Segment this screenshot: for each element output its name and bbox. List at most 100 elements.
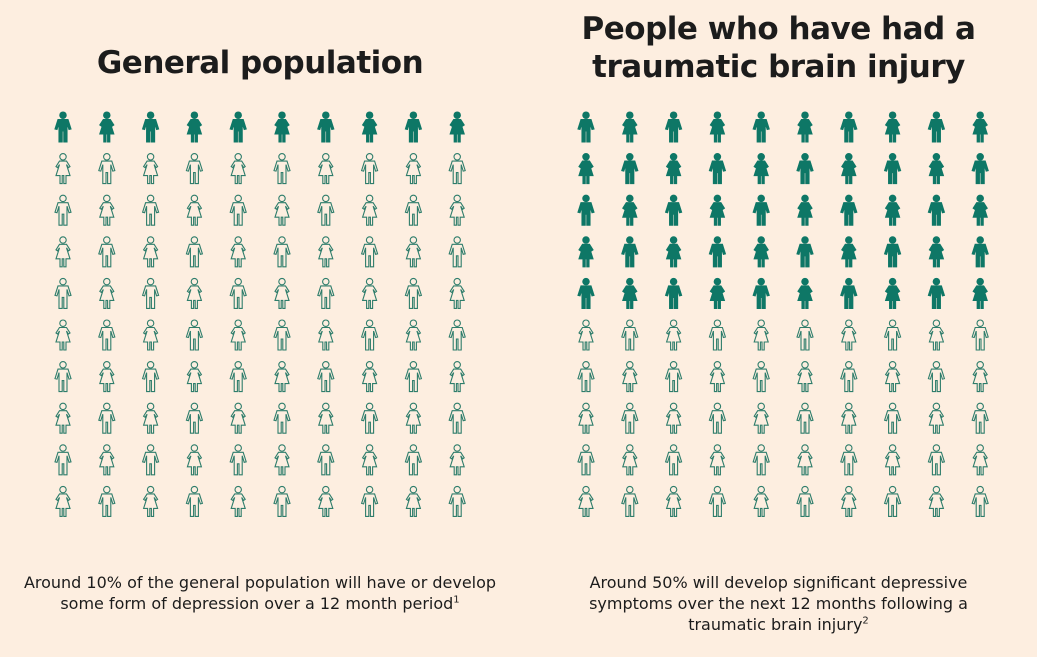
- person-icon: [841, 485, 857, 517]
- person-icon-highlighted: [883, 236, 902, 268]
- person-icon-highlighted: [709, 277, 726, 309]
- person-icon: [360, 485, 379, 517]
- person-icon-highlighted: [577, 111, 595, 143]
- footnote-2: 2: [862, 615, 869, 627]
- person-icon-highlighted: [229, 111, 247, 143]
- person-icon: [141, 361, 160, 393]
- person-icon-highlighted: [708, 153, 727, 185]
- person-icon: [185, 319, 204, 351]
- person-icon-highlighted: [883, 153, 902, 185]
- person-icon: [709, 361, 726, 393]
- person-icon: [142, 153, 159, 185]
- tbi-caption: Around 50% will develop significant depr…: [520, 572, 1037, 635]
- person-icon: [840, 361, 858, 393]
- person-icon: [230, 236, 246, 268]
- person-icon: [753, 485, 769, 517]
- person-icon-highlighted: [621, 236, 639, 268]
- person-icon: [55, 485, 71, 517]
- person-icon: [230, 485, 246, 517]
- person-icon: [883, 402, 902, 434]
- person-icon-highlighted: [186, 111, 203, 143]
- person-icon-highlighted: [752, 277, 770, 309]
- person-icon-highlighted: [797, 277, 813, 309]
- person-icon: [360, 402, 379, 434]
- person-icon: [708, 402, 727, 434]
- person-icon: [360, 153, 379, 185]
- person-icon: [274, 277, 290, 309]
- person-icon: [405, 485, 422, 517]
- person-icon: [317, 444, 335, 476]
- person-icon-highlighted: [709, 111, 726, 143]
- tbi-title: People who have had a traumatic brain in…: [581, 11, 976, 85]
- person-icon-highlighted: [752, 194, 770, 226]
- person-icon: [98, 402, 116, 434]
- person-icon-highlighted: [449, 111, 465, 143]
- person-icon: [318, 402, 334, 434]
- person-icon: [274, 361, 290, 393]
- person-icon: [404, 444, 423, 476]
- person-icon: [98, 485, 116, 517]
- person-icon: [54, 194, 72, 226]
- person-icon: [621, 319, 639, 351]
- person-icon: [360, 236, 379, 268]
- person-icon: [142, 236, 159, 268]
- person-icon: [927, 444, 946, 476]
- person-icon-highlighted: [928, 236, 945, 268]
- person-icon: [361, 361, 378, 393]
- person-icon: [709, 444, 726, 476]
- person-icon: [55, 153, 71, 185]
- person-icon: [141, 194, 160, 226]
- person-icon-highlighted: [753, 153, 769, 185]
- person-icon: [318, 319, 334, 351]
- person-icon: [664, 361, 683, 393]
- person-icon-highlighted: [796, 236, 814, 268]
- person-icon: [841, 319, 857, 351]
- person-icon: [186, 277, 203, 309]
- person-icon: [404, 277, 423, 309]
- person-icon: [928, 485, 945, 517]
- person-icon: [448, 402, 466, 434]
- person-icon-highlighted: [840, 194, 858, 226]
- person-icon: [185, 236, 204, 268]
- person-icon: [98, 236, 116, 268]
- person-icon: [99, 194, 115, 226]
- person-icon: [317, 277, 335, 309]
- person-icon: [404, 194, 423, 226]
- person-icon: [273, 485, 291, 517]
- person-icon-highlighted: [54, 111, 72, 143]
- person-icon: [274, 444, 290, 476]
- person-icon-highlighted: [971, 236, 989, 268]
- person-icon: [884, 444, 901, 476]
- person-icon: [448, 319, 466, 351]
- person-icon-highlighted: [884, 194, 901, 226]
- person-icon: [186, 194, 203, 226]
- person-icon: [708, 485, 727, 517]
- person-icon: [622, 361, 638, 393]
- person-icon: [141, 277, 160, 309]
- person-icon-highlighted: [578, 236, 594, 268]
- person-icon: [55, 402, 71, 434]
- person-icon: [883, 319, 902, 351]
- person-icon: [274, 194, 290, 226]
- person-icon: [621, 402, 639, 434]
- person-icon: [99, 361, 115, 393]
- person-icon: [230, 153, 246, 185]
- person-icon: [361, 444, 378, 476]
- person-icon: [577, 444, 595, 476]
- person-icon: [622, 444, 638, 476]
- person-icon: [405, 236, 422, 268]
- person-icon-highlighted: [361, 111, 378, 143]
- person-icon-highlighted: [927, 194, 946, 226]
- person-icon: [229, 194, 247, 226]
- person-icon-highlighted: [927, 111, 946, 143]
- person-icon: [841, 402, 857, 434]
- person-icon-highlighted: [621, 153, 639, 185]
- person-icon: [752, 444, 770, 476]
- person-icon: [318, 153, 334, 185]
- person-icon-highlighted: [141, 111, 160, 143]
- person-icon: [230, 402, 246, 434]
- person-icon: [229, 444, 247, 476]
- person-icon: [273, 236, 291, 268]
- person-icon: [185, 485, 204, 517]
- person-icon: [317, 361, 335, 393]
